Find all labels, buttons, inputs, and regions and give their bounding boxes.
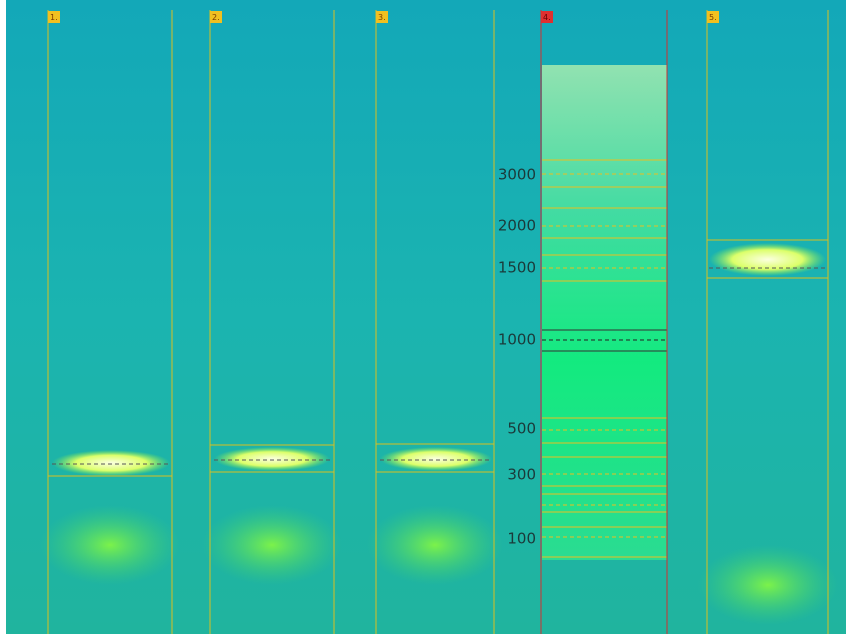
ladder-marker: 3000 — [498, 166, 536, 184]
smear — [698, 545, 838, 625]
ladder-marker: 1000 — [498, 331, 536, 349]
lane-label: 1. — [50, 13, 58, 22]
ladder-marker: 2000 — [498, 217, 536, 235]
lane-label: 3. — [378, 13, 386, 22]
smear — [40, 505, 180, 585]
ladder-marker: 300 — [507, 466, 536, 484]
ladder-marker: 100 — [507, 530, 536, 548]
gel-view: 1. 2. 3. 4. 5. 3000 2000 1500 1000 500 3… — [0, 0, 846, 634]
lane-label: 2. — [212, 13, 220, 22]
page: 1. 2. 3. 4. 5. 3000 2000 1500 1000 500 3… — [0, 0, 846, 634]
band — [214, 447, 330, 471]
lane-label: 4. — [543, 13, 551, 22]
ladder-marker: 1500 — [498, 259, 536, 277]
band — [52, 450, 170, 476]
smear — [202, 505, 342, 585]
lane-label: 5. — [709, 13, 717, 22]
ladder-marker: 500 — [507, 420, 536, 438]
band — [380, 447, 492, 471]
smear — [367, 505, 503, 585]
band — [709, 243, 826, 276]
